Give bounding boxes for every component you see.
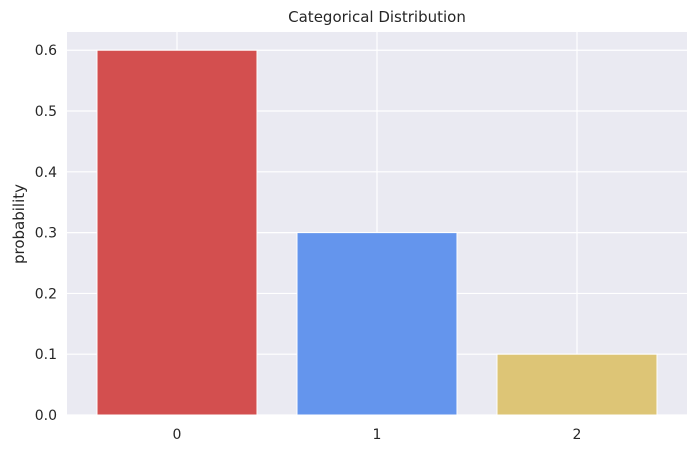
- x-tick-label: 1: [373, 427, 382, 443]
- chart-title: Categorical Distribution: [288, 8, 466, 26]
- x-tick-label: 2: [573, 427, 582, 443]
- y-tick-label: 0.5: [35, 104, 57, 120]
- x-tick-labels: 0 1 2: [173, 427, 582, 443]
- y-tick-label: 0.3: [35, 226, 57, 242]
- y-tick-labels: 0.0 0.1 0.2 0.3 0.4 0.5 0.6: [35, 43, 57, 424]
- bar-category-1: [296, 232, 458, 416]
- bar-category-2: [496, 353, 658, 416]
- x-tick-label: 0: [173, 427, 182, 443]
- y-tick-label: 0.6: [35, 43, 57, 59]
- y-tick-label: 0.0: [35, 408, 57, 424]
- y-axis-label: probability: [10, 184, 28, 264]
- y-tick-label: 0.1: [35, 347, 57, 363]
- y-tick-label: 0.2: [35, 286, 57, 302]
- y-tick-label: 0.4: [35, 165, 57, 181]
- bars: [96, 49, 658, 416]
- bar-category-0: [96, 49, 258, 416]
